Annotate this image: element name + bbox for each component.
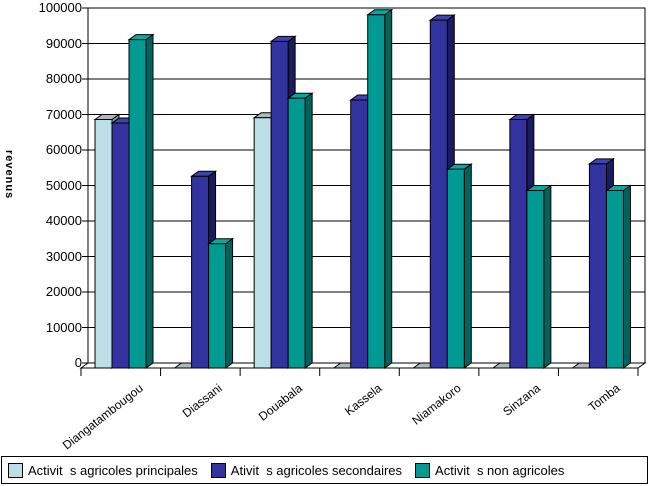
y-axis-tick-label: 80000 [45, 71, 82, 86]
bar-2-6-front [605, 190, 624, 369]
bar-2-3-side [384, 8, 393, 369]
bar-1-1-front [191, 175, 210, 369]
plot-svg [79, 7, 647, 376]
bar-2-0-front [128, 39, 147, 369]
y-axis-tick-label: 20000 [45, 284, 82, 299]
bar-2-1-front [208, 243, 227, 369]
bar-1-5-front [509, 119, 528, 369]
bar-0-2-front [253, 117, 272, 369]
y-axis-title: revenus [3, 150, 15, 200]
legend-label: Ativit s agricoles secondaires [230, 462, 403, 478]
y-axis-tick-label: 50000 [45, 177, 82, 193]
bar-1-4-front [429, 19, 448, 369]
y-axis-tick-label: 90000 [45, 35, 82, 51]
legend-item-0: Activit s agricoles principales [8, 462, 198, 478]
bar-2-4-side [463, 163, 472, 369]
legend-item-1: Ativit s agricoles secondaires [210, 462, 403, 478]
legend-label: Activit s non agricoles [435, 462, 565, 478]
bar-1-6-front [588, 163, 607, 369]
bar-2-0-side [145, 33, 154, 369]
y-axis-tick-label: 60000 [45, 142, 82, 157]
bar-2-6-side [622, 184, 631, 369]
y-axis-tick-label: 100000 [38, 0, 82, 15]
bar-1-2-front [270, 40, 289, 369]
legend-label: Activit s agricoles principales [28, 462, 198, 478]
bar-2-1-side [225, 237, 234, 369]
bar-2-2-side [304, 92, 313, 369]
bar-2-4-front [446, 168, 465, 369]
y-axis-tick-label: 0 [74, 355, 82, 370]
bar-2-3-front [367, 14, 386, 369]
bar-2-5-front [526, 190, 545, 369]
bar-2-5-side [543, 184, 552, 369]
y-axis-tick-label: 10000 [45, 319, 82, 335]
bar-0-0-front [94, 119, 113, 369]
bar-1-3-front [350, 99, 369, 369]
y-axis-tick-label: 40000 [45, 213, 82, 228]
y-axis-tick-label: 30000 [45, 248, 82, 264]
legend-item-2: Activit s non agricoles [415, 462, 565, 478]
legend-swatch-icon [415, 462, 431, 478]
bar-1-0-front [111, 122, 130, 369]
y-axis-tick-label: 70000 [45, 106, 82, 122]
legend-swatch-icon [210, 462, 226, 478]
legend-swatch-icon [8, 462, 23, 478]
legend: Activit s agricoles principales Ativit s … [1, 456, 648, 484]
bar-2-2-front [287, 97, 306, 369]
